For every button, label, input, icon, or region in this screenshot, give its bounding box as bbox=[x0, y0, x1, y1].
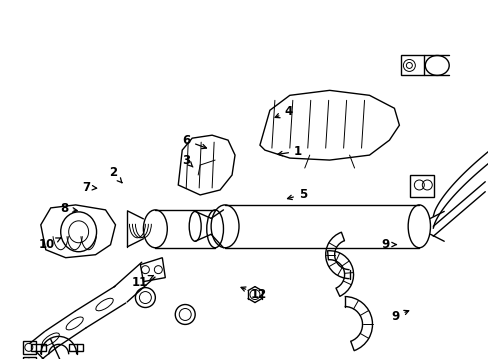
Text: 4: 4 bbox=[275, 105, 292, 118]
Text: 3: 3 bbox=[182, 154, 193, 167]
Text: 1: 1 bbox=[277, 145, 302, 158]
Text: 12: 12 bbox=[241, 287, 266, 301]
Text: 11: 11 bbox=[131, 275, 153, 289]
Text: 9: 9 bbox=[390, 310, 408, 323]
Text: 7: 7 bbox=[82, 181, 97, 194]
Text: 2: 2 bbox=[109, 166, 122, 183]
Text: 6: 6 bbox=[182, 134, 206, 149]
Text: 8: 8 bbox=[60, 202, 77, 215]
Text: 9: 9 bbox=[381, 238, 395, 251]
Text: 5: 5 bbox=[287, 188, 306, 201]
Text: 10: 10 bbox=[39, 238, 61, 251]
